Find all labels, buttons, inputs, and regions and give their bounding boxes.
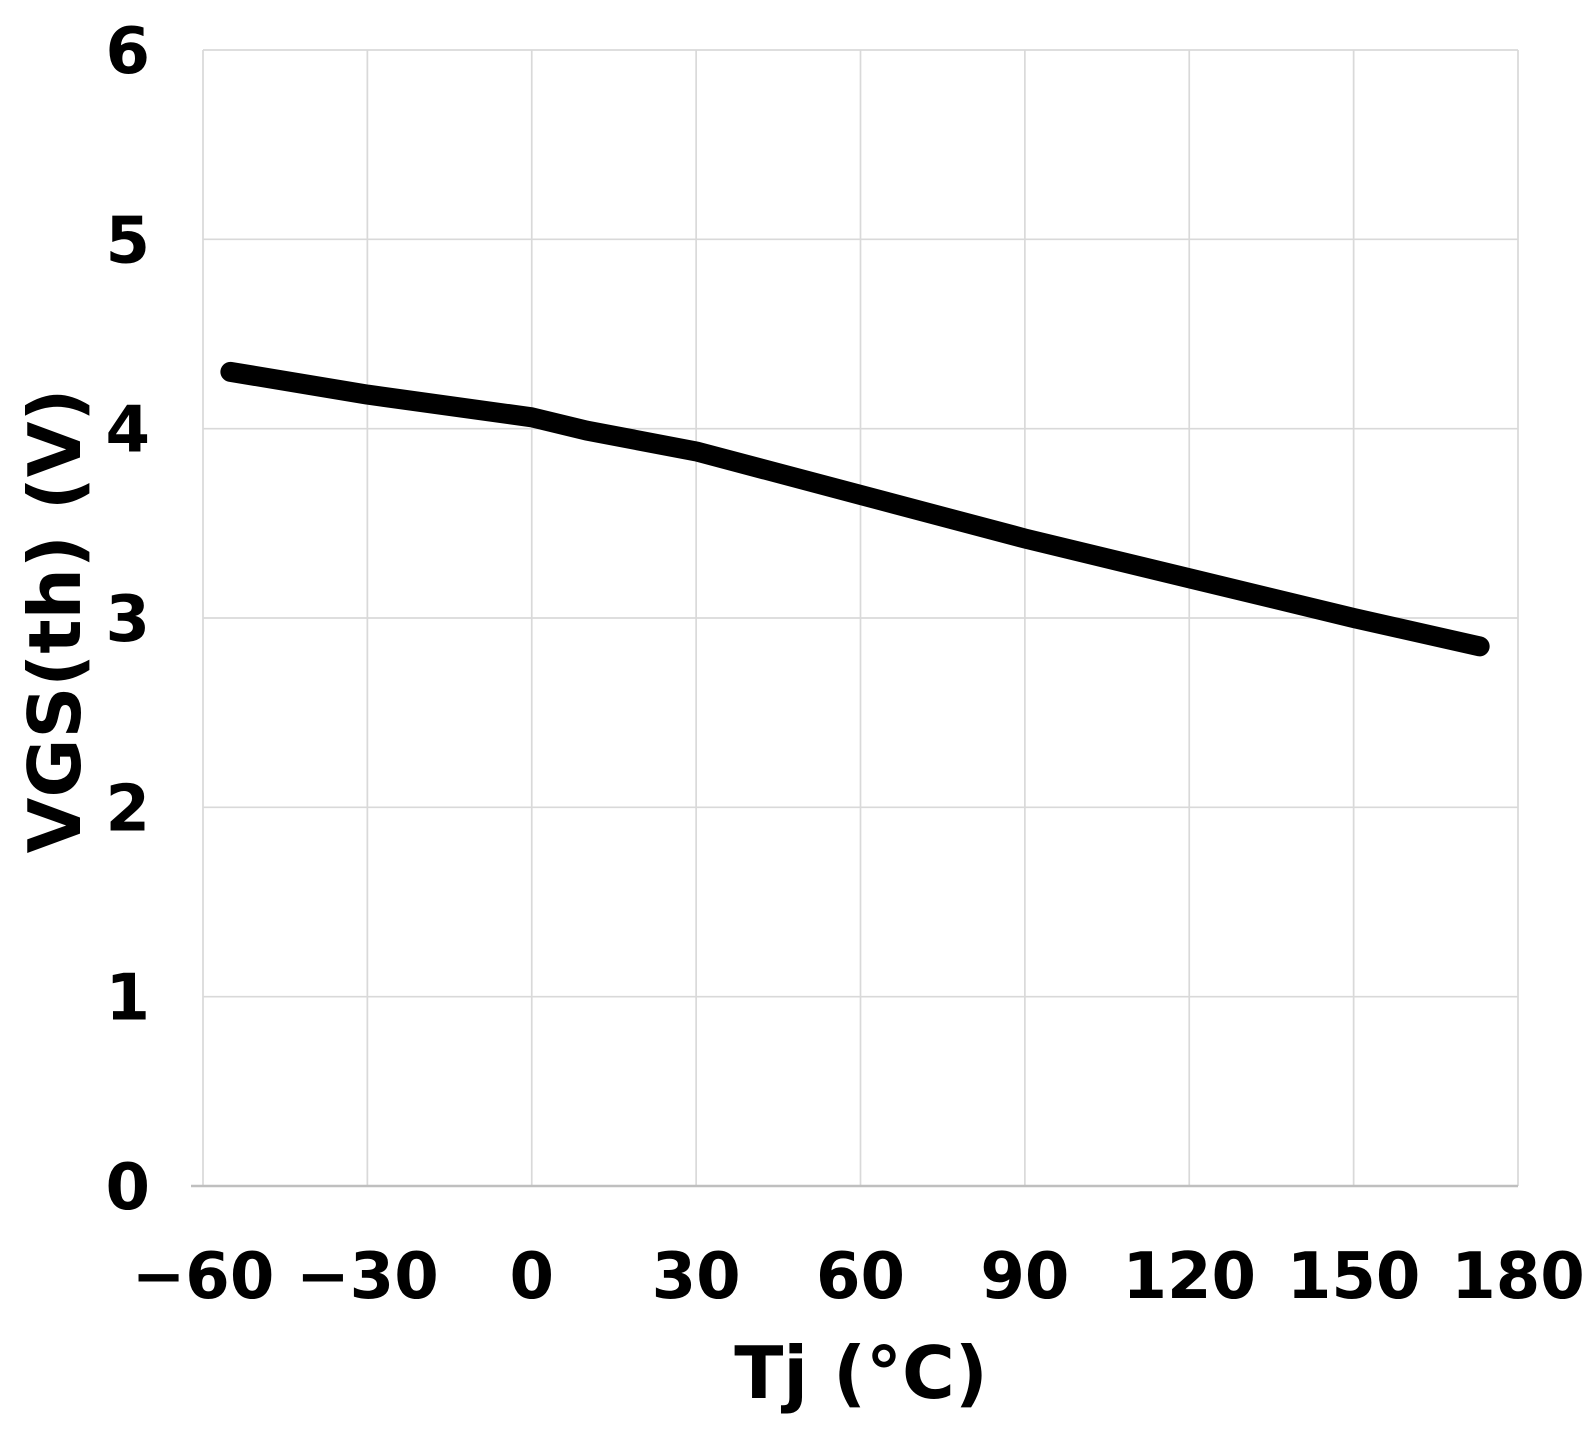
- gridlines: [202, 49, 1519, 1186]
- x-axis-title: Tj (°C): [734, 1331, 988, 1415]
- y-tick-label: 4: [105, 394, 150, 468]
- x-tick-label: 150: [1287, 1240, 1421, 1314]
- x-tick-label: 180: [1451, 1240, 1585, 1314]
- x-tick-label: 30: [652, 1240, 741, 1314]
- x-tick-label: 90: [980, 1240, 1069, 1314]
- y-tick-labels: 0 1 2 3 4 5 6: [105, 15, 150, 1225]
- x-tick-label: 0: [509, 1240, 554, 1314]
- data-series-line: [220, 361, 1490, 657]
- series-polyline: [220, 361, 1490, 657]
- y-tick-label: 2: [105, 772, 150, 846]
- y-tick-label: 3: [105, 583, 150, 657]
- x-tick-label: 60: [816, 1240, 905, 1314]
- x-tick-labels: −60 −30 0 30 60 90 120 150 180: [132, 1240, 1585, 1314]
- y-tick-label: 5: [105, 204, 150, 278]
- y-axis-title: VGS(th) (V): [13, 389, 97, 854]
- x-tick-label: 120: [1122, 1240, 1256, 1314]
- y-tick-label: 6: [105, 15, 150, 89]
- x-tick-label: −60: [132, 1240, 275, 1314]
- y-tick-label: 1: [105, 962, 150, 1036]
- x-tick-label: −30: [296, 1240, 439, 1314]
- y-tick-label: 0: [105, 1151, 150, 1225]
